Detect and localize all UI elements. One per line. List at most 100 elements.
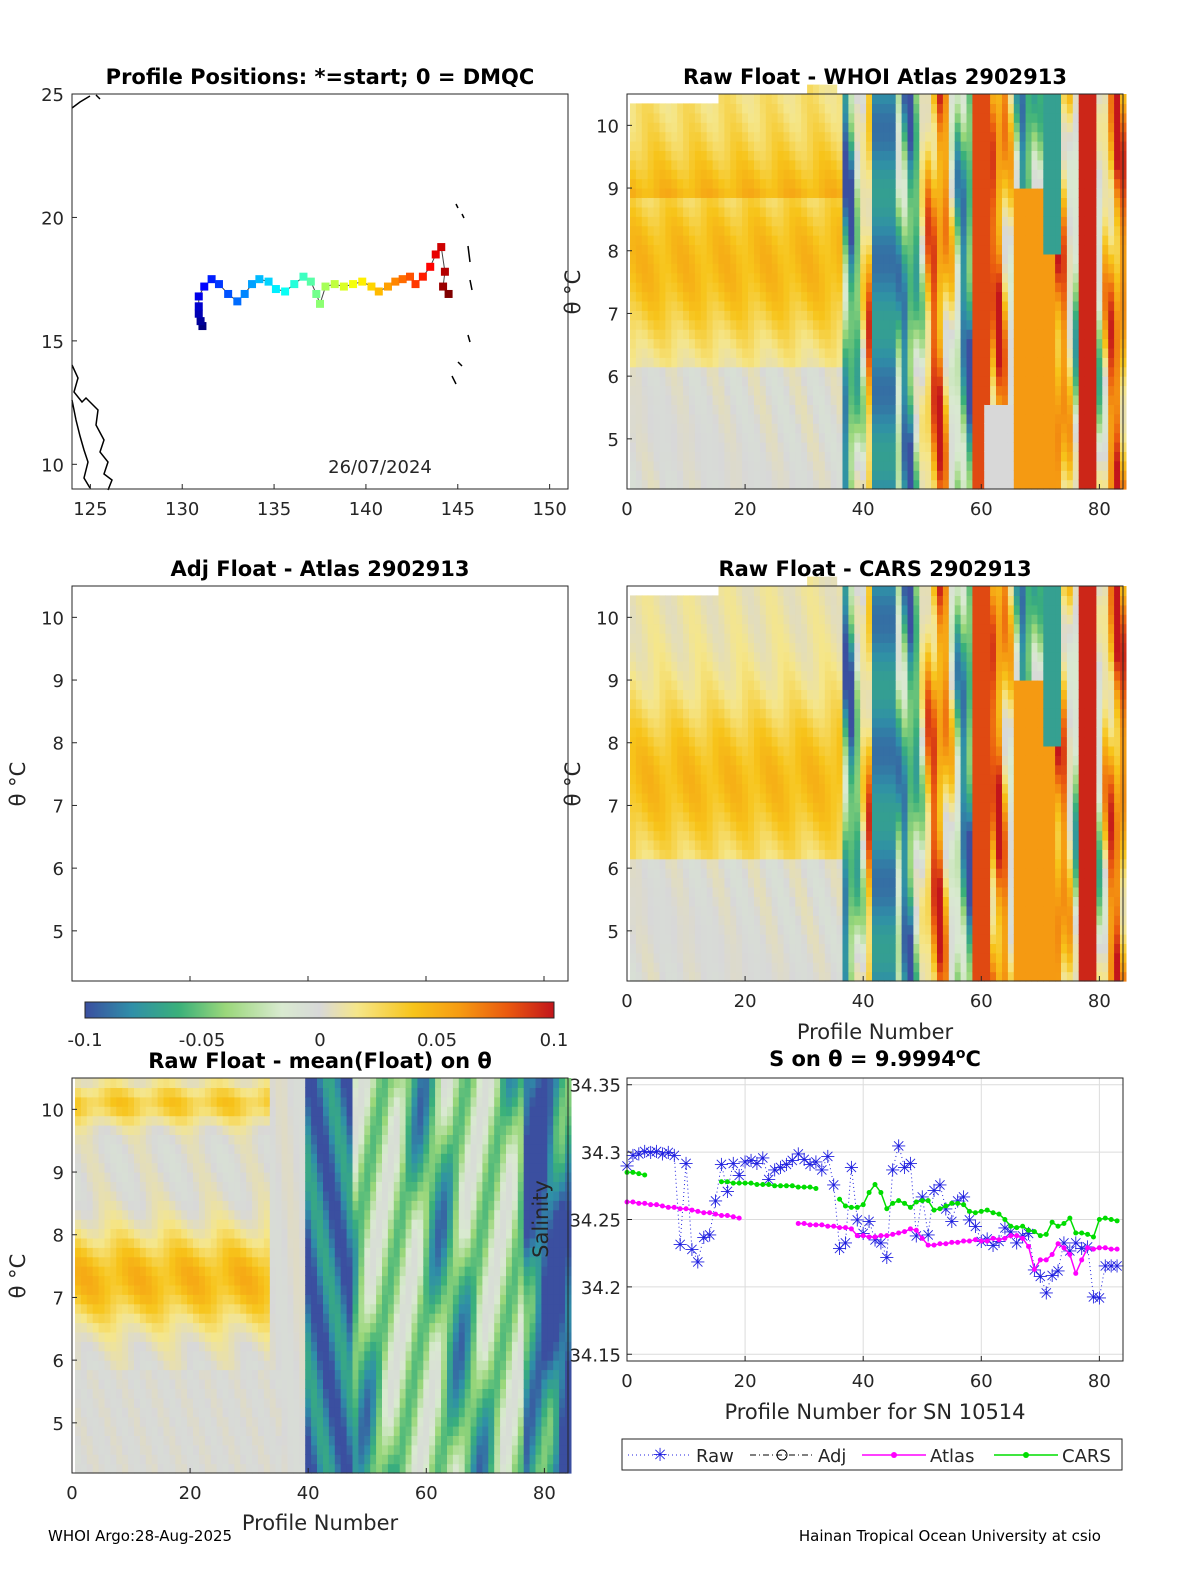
heatmap-cell xyxy=(1037,263,1044,274)
heatmap-cell xyxy=(677,708,684,719)
heatmap-cell xyxy=(765,604,773,615)
heatmap-cell xyxy=(759,792,767,803)
heatmap-cell xyxy=(659,122,666,133)
heatmap-cell xyxy=(807,642,814,653)
heatmap-cell xyxy=(754,633,761,643)
heatmap-cell xyxy=(730,774,737,785)
heatmap-cell xyxy=(730,216,737,227)
heatmap-cell xyxy=(1025,423,1033,434)
heatmap-cell xyxy=(1007,347,1015,358)
heatmap-cell xyxy=(1055,357,1062,368)
heatmap-cell xyxy=(748,206,755,217)
heatmap-cell xyxy=(653,774,661,785)
heatmap-cell xyxy=(830,413,838,424)
heatmap-cell xyxy=(883,347,891,358)
heatmap-cell xyxy=(813,206,820,217)
heatmap-cell xyxy=(1043,272,1050,283)
heatmap-cell xyxy=(972,235,979,246)
heatmap-cell xyxy=(724,263,731,274)
heatmap-cell xyxy=(759,745,767,756)
heatmap-cell xyxy=(1037,366,1044,377)
heatmap-cell xyxy=(960,150,968,161)
heatmap-cell xyxy=(694,952,702,963)
heatmap-cell xyxy=(659,253,666,264)
heatmap-cell xyxy=(889,385,897,396)
heatmap-cell xyxy=(889,432,897,443)
heatmap-cell xyxy=(730,651,737,662)
track-point xyxy=(233,297,242,306)
heatmap-cell xyxy=(895,272,903,283)
heatmap-cell xyxy=(978,131,985,142)
heatmap-cell xyxy=(694,698,702,709)
heatmap-cell xyxy=(724,206,731,217)
heatmap-cell xyxy=(783,206,790,217)
heatmap-cell xyxy=(824,442,832,452)
heatmap-cell xyxy=(1084,479,1092,490)
heatmap-cell xyxy=(671,896,678,907)
heatmap-cell xyxy=(907,338,914,349)
heatmap-cell xyxy=(771,272,779,283)
heatmap-cell xyxy=(942,413,950,424)
heatmap-cell xyxy=(641,708,649,719)
heatmap-cell xyxy=(665,727,672,738)
heatmap-cell xyxy=(907,122,914,133)
heatmap-cell xyxy=(1114,460,1121,471)
heatmap-cell xyxy=(807,404,814,415)
heatmap-cell xyxy=(1090,159,1097,170)
heatmap-cell xyxy=(1066,94,1074,104)
heatmap-cell xyxy=(954,385,962,396)
heatmap-cell xyxy=(942,216,950,227)
heatmap-cell xyxy=(878,103,885,114)
heatmap-cell xyxy=(754,774,761,785)
heatmap-cell xyxy=(647,708,655,719)
heatmap-cell xyxy=(689,197,696,208)
heatmap-cell xyxy=(942,300,950,311)
heatmap-cell xyxy=(647,830,655,841)
heatmap-cell xyxy=(1013,272,1021,283)
heatmap-cell xyxy=(653,708,661,719)
heatmap-cell xyxy=(700,745,708,756)
heatmap-cell xyxy=(1031,423,1038,434)
heatmap-cell xyxy=(960,460,968,471)
heatmap-cell xyxy=(1037,347,1044,358)
heatmap-cell xyxy=(1096,103,1103,114)
heatmap-cell xyxy=(1019,225,1027,236)
heatmap-cell xyxy=(1055,413,1062,424)
heatmap-cell xyxy=(1019,94,1027,104)
heatmap-cell xyxy=(807,338,814,349)
heatmap-cell xyxy=(1019,235,1027,246)
heatmap-cell xyxy=(641,943,649,954)
heatmap-cell xyxy=(700,357,708,368)
heatmap-cell xyxy=(1096,432,1103,443)
heatmap-cell xyxy=(996,253,1003,264)
heatmap-cell xyxy=(972,159,979,170)
heatmap-cell xyxy=(759,943,767,954)
heatmap-cell xyxy=(919,253,926,264)
heatmap-cell xyxy=(647,633,655,643)
heatmap-cell xyxy=(706,206,714,217)
heatmap-cell xyxy=(748,141,755,151)
heatmap-cell xyxy=(718,604,725,615)
heatmap-cell xyxy=(712,300,720,311)
heatmap-cell xyxy=(647,347,655,358)
heatmap-cell xyxy=(996,470,1003,481)
heatmap-cell xyxy=(984,451,991,462)
heatmap-cell xyxy=(824,131,832,142)
heatmap-cell xyxy=(1096,357,1103,368)
heatmap-cell xyxy=(1114,395,1121,405)
heatmap-cell xyxy=(1019,103,1027,114)
heatmap-cell xyxy=(1007,206,1015,217)
heatmap-cell xyxy=(807,586,814,596)
heatmap-cell xyxy=(860,263,867,274)
heatmap-cell xyxy=(807,272,814,283)
heatmap-cell xyxy=(706,698,714,709)
heatmap-cell xyxy=(907,366,914,377)
heatmap-cell xyxy=(901,206,909,217)
heatmap-cell xyxy=(712,614,720,625)
heatmap-cell xyxy=(984,159,991,170)
heatmap-cell xyxy=(706,395,714,405)
heatmap-cell xyxy=(954,470,962,481)
heatmap-cell xyxy=(1013,103,1021,114)
heatmap-cell xyxy=(1066,479,1074,490)
heatmap-cell xyxy=(984,94,991,104)
